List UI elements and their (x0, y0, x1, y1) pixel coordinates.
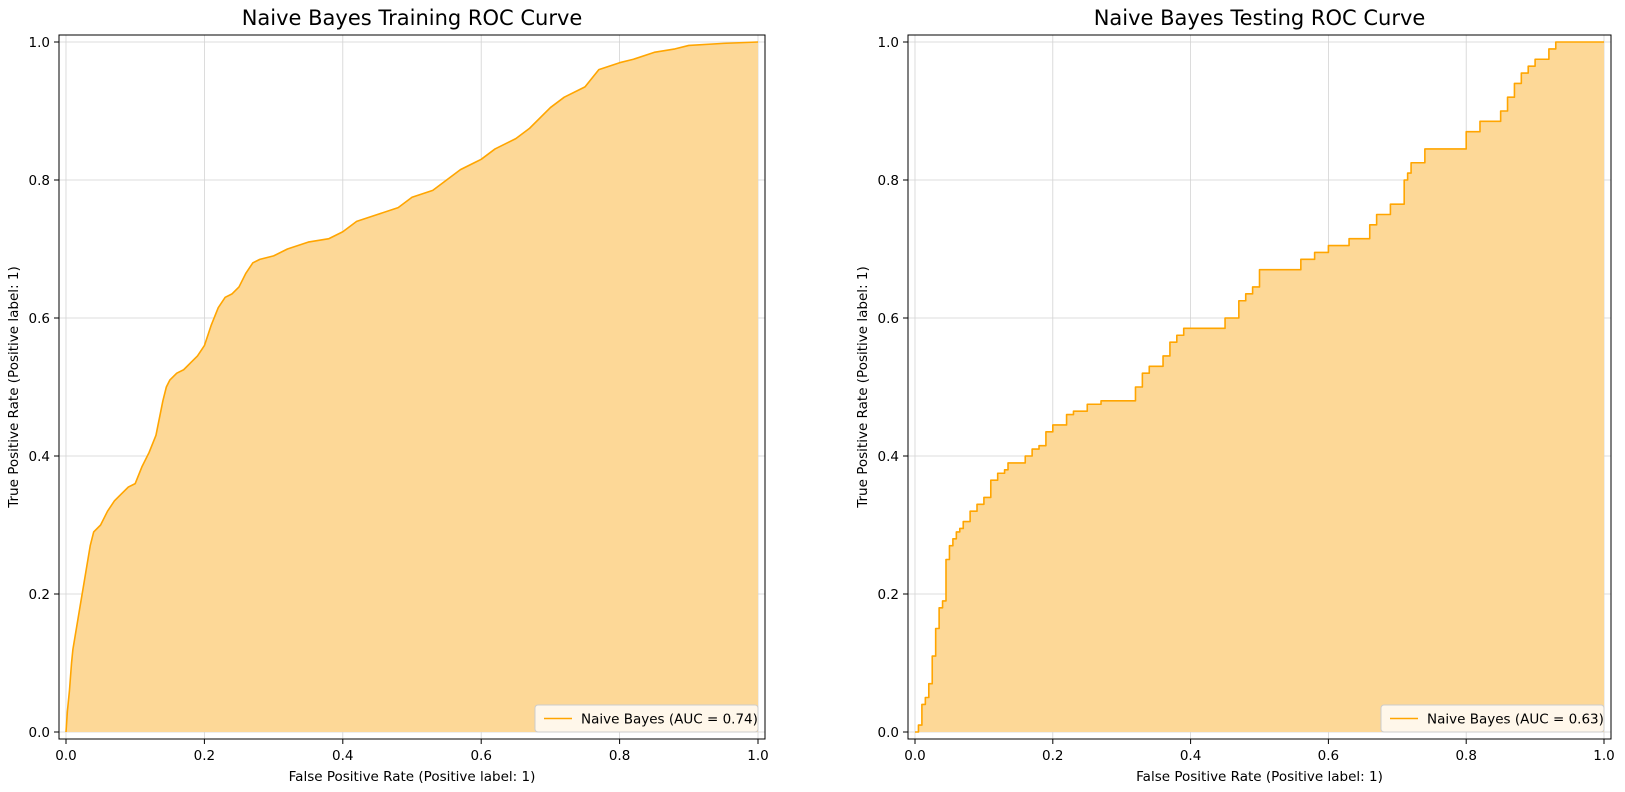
x-tick-label: 0.0 (55, 748, 76, 764)
legend: Naive Bayes (AUC = 0.63) (1380, 704, 1605, 733)
y-tick-label: 0.4 (29, 449, 50, 465)
x-tick-label: 0.4 (332, 748, 353, 764)
legend-box (534, 704, 759, 733)
x-tick-label: 0.2 (194, 748, 215, 764)
legend-box (1380, 704, 1605, 733)
x-tick-label: 0.2 (1042, 748, 1063, 764)
y-tick-label: 0.8 (878, 173, 899, 189)
testing-roc-chart: Naive Bayes (AUC = 0.63) 0.0 0.2 0.4 0.6 0.8 1… (855, 6, 1615, 785)
y-axis-label: True Positive Rate (Positive label: 1) (855, 266, 871, 509)
y-tick-label: 1.0 (29, 35, 50, 51)
x-tick-label: 0.4 (1180, 748, 1201, 764)
x-tick-label: 0.6 (470, 748, 491, 764)
y-tick-label: 0.2 (878, 587, 899, 603)
chart-title: Naive Bayes Testing ROC Curve (1094, 6, 1426, 30)
y-tick-label: 0.4 (878, 449, 899, 465)
y-tick-label: 0.8 (29, 173, 50, 189)
x-tick-label: 0.8 (1455, 748, 1476, 764)
x-tick-label: 1.0 (1593, 748, 1614, 764)
x-tick-label: 0.6 (1318, 748, 1339, 764)
legend: Naive Bayes (AUC = 0.74) (534, 704, 759, 733)
legend-label: Naive Bayes (AUC = 0.74) (581, 712, 758, 728)
x-axis-label: False Positive Rate (Positive label: 1) (289, 769, 536, 785)
y-tick-label: 0.0 (878, 725, 899, 741)
axes-frame (907, 34, 1612, 740)
roc-curve-line (915, 41, 1604, 733)
x-axis-label: False Positive Rate (Positive label: 1) (1136, 769, 1383, 785)
axes-frame (58, 34, 766, 740)
y-tick-label: 1.0 (878, 35, 899, 51)
roc-area-fill (915, 42, 1604, 732)
x-tick-label: 0.0 (904, 748, 925, 764)
roc-curve-line (65, 41, 759, 733)
y-tick-label: 0.0 (29, 725, 50, 741)
y-tick-label: 0.2 (29, 587, 50, 603)
training-roc-chart: Naive Bayes (AUC = 0.74) 0.0 0.2 0.4 0.6 0.8 1… (6, 6, 769, 785)
chart-title: Naive Bayes Training ROC Curve (242, 6, 583, 30)
legend-label: Naive Bayes (AUC = 0.63) (1427, 712, 1604, 728)
roc-area-fill (66, 42, 758, 732)
y-axis-label: True Positive Rate (Positive label: 1) (6, 266, 22, 509)
y-tick-label: 0.6 (29, 311, 50, 327)
x-tick-label: 0.8 (609, 748, 630, 764)
y-tick-label: 0.6 (878, 311, 899, 327)
x-tick-label: 1.0 (747, 748, 768, 764)
